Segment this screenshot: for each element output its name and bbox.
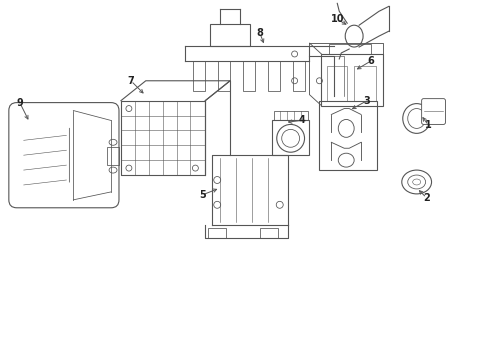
Bar (321, 54, 383, 105)
Bar (319, 100, 377, 170)
Bar (327, 66, 347, 100)
Bar (272, 121, 310, 155)
Text: 7: 7 (127, 76, 134, 86)
Text: 8: 8 (256, 28, 263, 38)
Bar (208, 228, 226, 238)
Bar (243, 61, 255, 91)
Bar (210, 24, 250, 46)
Text: 5: 5 (199, 190, 206, 200)
Text: 2: 2 (423, 193, 430, 203)
Text: 9: 9 (16, 98, 23, 108)
Bar (218, 61, 230, 91)
Bar (194, 61, 205, 91)
FancyBboxPatch shape (421, 99, 445, 125)
Text: 3: 3 (364, 96, 370, 105)
Bar (107, 147, 119, 165)
Bar (293, 61, 305, 91)
Bar (329, 44, 371, 54)
Bar (268, 61, 280, 91)
FancyBboxPatch shape (9, 103, 119, 208)
Text: 4: 4 (298, 116, 305, 126)
Text: 10: 10 (331, 14, 344, 24)
Bar (260, 228, 278, 238)
Bar (121, 100, 205, 175)
Bar (274, 111, 308, 121)
Text: 1: 1 (425, 121, 432, 130)
Text: 6: 6 (368, 56, 374, 66)
Bar (354, 66, 376, 100)
